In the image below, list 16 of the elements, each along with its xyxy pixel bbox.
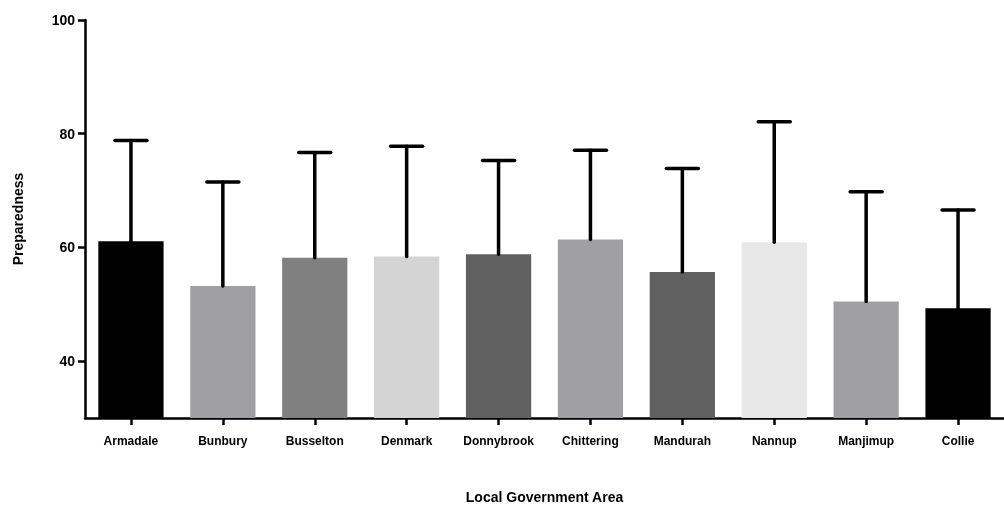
y-axis-title: Preparedness bbox=[10, 172, 26, 266]
x-tick-label: Manjimup bbox=[838, 434, 895, 448]
x-tick-label: Armadale bbox=[103, 434, 159, 448]
y-tick-label: 40 bbox=[59, 353, 76, 370]
x-tick-label: Mandurah bbox=[653, 434, 712, 448]
x-tick-label: Chittering bbox=[562, 434, 619, 448]
x-tick-label: Collie bbox=[941, 434, 975, 448]
y-tick-label: 100 bbox=[51, 12, 76, 28]
y-tick-label: 60 bbox=[59, 239, 76, 256]
x-tick-label: Denmark bbox=[380, 434, 433, 448]
x-axis-title: Local Government Area bbox=[465, 489, 624, 505]
x-tick-label: Bunbury bbox=[198, 434, 248, 448]
x-tick-label: Donnybrook bbox=[463, 434, 535, 448]
x-tick-label: Busselton bbox=[285, 434, 344, 448]
y-tick-label: 80 bbox=[59, 125, 76, 142]
x-tick-label: Nannup bbox=[751, 434, 797, 448]
